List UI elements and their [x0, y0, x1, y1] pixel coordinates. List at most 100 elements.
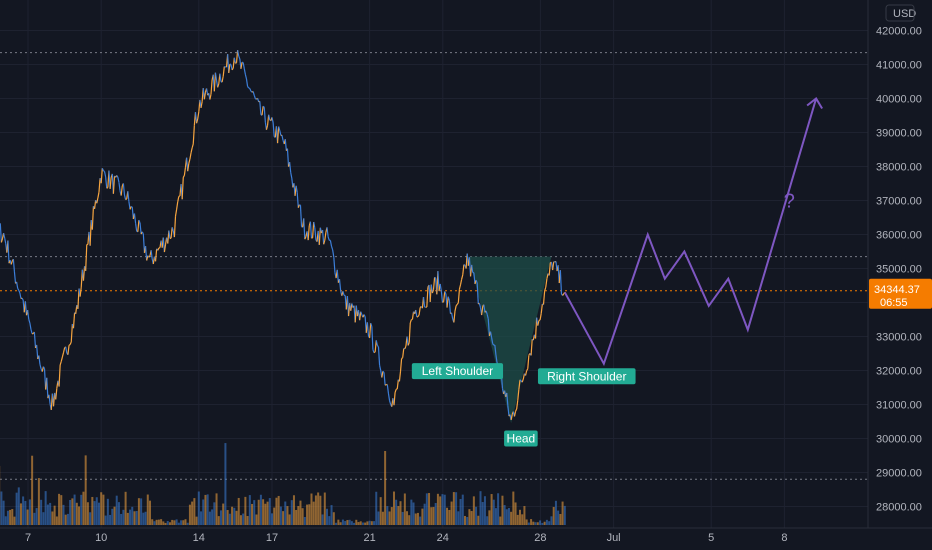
price-segment — [406, 336, 409, 346]
volume-bar — [455, 492, 458, 525]
volume-bar — [499, 516, 502, 525]
price-segment — [261, 106, 264, 116]
price-segment — [299, 205, 303, 227]
x-tick-label: 10 — [95, 532, 107, 544]
volume-bar — [421, 508, 424, 525]
volume-bar — [416, 512, 419, 525]
volume-bar — [548, 521, 551, 525]
price-segment — [381, 371, 384, 378]
y-axis[interactable]: 42000.00 41000.00 40000.00 39000.00 38000.00… — [876, 4, 922, 514]
volume-bar — [215, 493, 218, 525]
volume-bar — [339, 522, 342, 525]
pattern-label-box — [411, 363, 504, 380]
price-segment — [388, 400, 392, 405]
price-segment — [459, 279, 463, 285]
current-price-value: 34344.37 — [874, 284, 920, 296]
price-segment — [336, 269, 339, 283]
price-segment — [439, 283, 442, 292]
price-segment — [262, 105, 265, 108]
volume-bar — [386, 506, 389, 525]
x-tick-label: Jul — [607, 532, 621, 544]
price-segment — [61, 352, 65, 358]
volume-bar — [301, 508, 304, 525]
price-segment — [188, 158, 191, 164]
volume-bar — [62, 504, 65, 525]
price-segment — [138, 219, 141, 224]
price-segment — [70, 323, 73, 342]
volume-bar — [89, 512, 92, 525]
currency-box[interactable] — [885, 4, 915, 22]
price-segment — [417, 314, 420, 318]
volume-bar — [486, 516, 489, 525]
price-segment — [18, 290, 21, 294]
volume-bar — [115, 495, 118, 525]
volume-bar — [95, 497, 98, 525]
volume-bar — [539, 520, 542, 525]
volume-bar — [357, 522, 360, 525]
volume-bar — [237, 497, 240, 525]
price-segment — [399, 358, 403, 372]
currency-label[interactable]: USD — [893, 8, 916, 20]
volume-bar — [545, 519, 548, 525]
volume-bar — [233, 507, 236, 525]
volume-bar — [321, 514, 324, 525]
price-segment — [157, 247, 160, 251]
price-segment — [394, 389, 397, 393]
price-segment — [144, 246, 148, 261]
volume-bar — [64, 514, 67, 525]
volume-bar — [55, 516, 58, 525]
price-segment — [237, 50, 240, 57]
volume-bar — [492, 499, 495, 525]
price-segment — [304, 236, 307, 240]
price-segment — [454, 305, 457, 312]
volume-bar — [142, 512, 145, 525]
volume-bar — [149, 500, 151, 525]
volume-bar — [425, 493, 428, 525]
price-segment — [290, 172, 293, 179]
price-segment — [278, 126, 281, 131]
price-segment — [318, 227, 321, 245]
volume-bar — [466, 516, 469, 525]
volume-bar — [503, 505, 506, 525]
volume-bar — [483, 496, 486, 525]
volume-bar — [120, 513, 123, 525]
price-segment — [238, 55, 241, 60]
price-segment — [33, 331, 37, 348]
price-segment — [194, 112, 198, 124]
volume-bar — [381, 511, 384, 525]
head-and-shoulders-pattern — [468, 256, 552, 424]
volume-bar — [368, 520, 371, 525]
x-tick-label: 14 — [193, 532, 205, 544]
price-segment — [130, 205, 133, 208]
volume-bar — [290, 500, 293, 525]
volume-bar — [251, 503, 254, 525]
volume-bar — [388, 511, 391, 525]
price-segment — [492, 343, 495, 346]
price-segment — [455, 304, 458, 307]
pattern-labels: Left Shoulder Head Right Shoulder — [411, 363, 636, 447]
grid-layer — [0, 0, 932, 529]
pattern-label-text: Left Shoulder — [422, 364, 493, 378]
volume-bar — [319, 495, 322, 525]
y-tick-label: 38000.00 — [876, 162, 922, 174]
price-segment — [338, 279, 342, 291]
price-segment — [473, 272, 476, 284]
price-segment — [517, 389, 520, 401]
price-segment — [431, 289, 435, 294]
volume-bar — [375, 491, 378, 525]
volume-bar — [541, 522, 544, 525]
volume-bar — [532, 521, 535, 525]
x-axis[interactable]: 7 10 14 17 21 24 28 Jul 5 8 — [25, 532, 788, 544]
price-segment — [248, 87, 251, 90]
price-segment — [369, 323, 372, 339]
price-segment — [235, 62, 237, 64]
price-segment — [507, 405, 510, 417]
volume-bar — [410, 499, 413, 525]
volume-bar — [60, 495, 63, 525]
volume-bar — [186, 522, 189, 525]
price-segment — [444, 291, 447, 295]
price-segment — [393, 392, 396, 406]
x-tick-label: 21 — [363, 532, 375, 544]
volume-bar — [395, 499, 398, 525]
